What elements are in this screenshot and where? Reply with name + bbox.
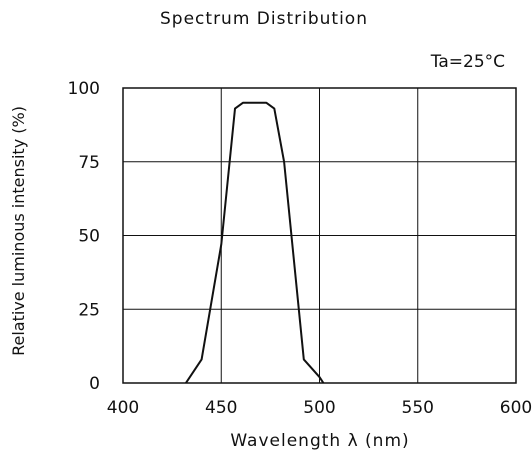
grid-lines bbox=[123, 88, 516, 383]
chart-title: Spectrum Distribution bbox=[160, 9, 368, 29]
x-axis-label: Wavelength λ (nm) bbox=[230, 431, 409, 451]
x-tick-label: 500 bbox=[303, 398, 335, 418]
y-tick-label: 50 bbox=[78, 227, 100, 247]
spectrum-curve bbox=[185, 101, 325, 384]
x-tick-label: 450 bbox=[205, 398, 237, 418]
x-tick-label: 400 bbox=[107, 398, 139, 418]
y-axis-label: Relative luminous intensity (%) bbox=[9, 106, 28, 356]
y-tick-label: 25 bbox=[78, 300, 100, 320]
y-tick-label: 100 bbox=[68, 79, 100, 99]
temperature-annotation: Ta=25°C bbox=[430, 52, 505, 72]
tick-labels: 400 450 500 550 600 0 25 50 75 100 bbox=[68, 79, 532, 418]
x-tick-label: 550 bbox=[402, 398, 434, 418]
y-tick-label: 0 bbox=[89, 374, 100, 394]
x-tick-label: 600 bbox=[500, 398, 532, 418]
plot-frame bbox=[122, 87, 517, 384]
y-tick-label: 75 bbox=[78, 153, 100, 173]
